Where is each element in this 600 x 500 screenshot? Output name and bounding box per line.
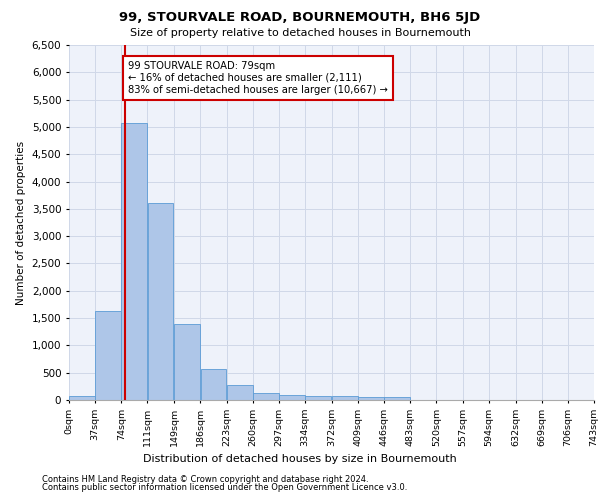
Bar	[279, 394, 305, 400]
Bar	[148, 204, 173, 400]
Text: Size of property relative to detached houses in Bournemouth: Size of property relative to detached ho…	[130, 28, 470, 38]
Bar	[175, 324, 200, 400]
Bar	[305, 396, 331, 400]
Text: 99 STOURVALE ROAD: 79sqm
← 16% of detached houses are smaller (2,111)
83% of sem: 99 STOURVALE ROAD: 79sqm ← 16% of detach…	[128, 62, 388, 94]
Text: Contains public sector information licensed under the Open Government Licence v3: Contains public sector information licen…	[42, 483, 407, 492]
Text: Contains HM Land Registry data © Crown copyright and database right 2024.: Contains HM Land Registry data © Crown c…	[42, 475, 368, 484]
Bar	[95, 311, 121, 400]
Bar	[69, 396, 95, 400]
Bar	[385, 398, 410, 400]
Bar	[358, 398, 384, 400]
Text: Distribution of detached houses by size in Bournemouth: Distribution of detached houses by size …	[143, 454, 457, 464]
Bar	[121, 123, 147, 400]
Bar	[253, 393, 278, 400]
Bar	[200, 368, 226, 400]
Bar	[332, 396, 358, 400]
Y-axis label: Number of detached properties: Number of detached properties	[16, 140, 26, 304]
Text: 99, STOURVALE ROAD, BOURNEMOUTH, BH6 5JD: 99, STOURVALE ROAD, BOURNEMOUTH, BH6 5JD	[119, 11, 481, 24]
Bar	[227, 385, 253, 400]
